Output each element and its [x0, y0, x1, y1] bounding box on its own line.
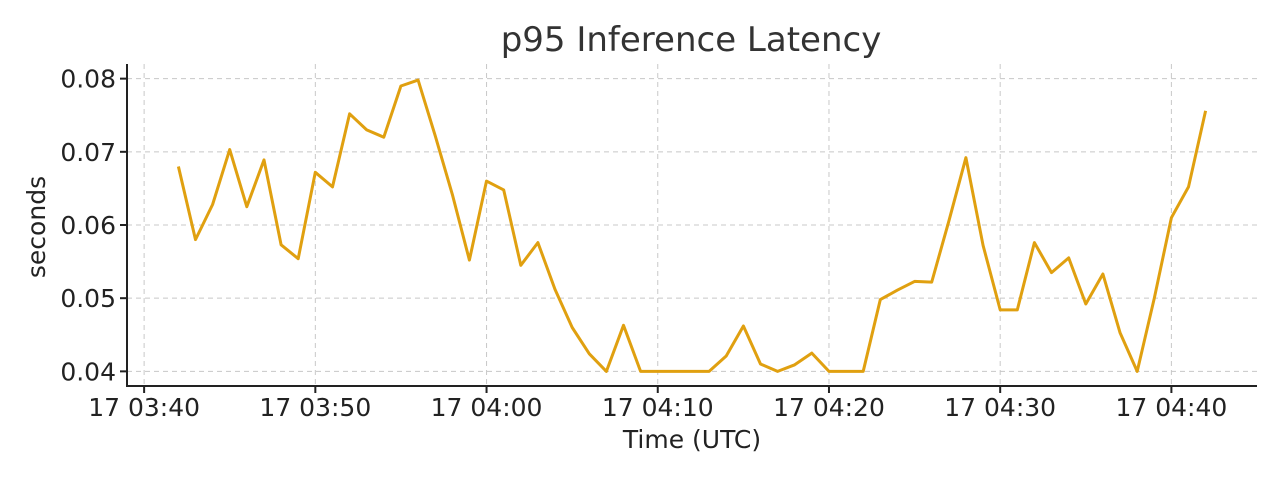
series-line [176, 78, 1208, 373]
y-tick-label: 0.05 [60, 284, 116, 313]
x-tick-label: 17 03:50 [259, 393, 371, 422]
x-tick-label: 17 04:30 [944, 393, 1056, 422]
y-tick-label: 0.04 [60, 357, 116, 386]
y-axis-label: seconds [22, 176, 51, 278]
x-tick-label: 17 03:40 [88, 393, 200, 422]
x-tick-label: 17 04:40 [1115, 393, 1227, 422]
chart-title: p95 Inference Latency [501, 20, 882, 60]
x-tick-label: 17 04:00 [431, 393, 543, 422]
y-tick-label: 0.08 [60, 65, 116, 94]
grid-lines [127, 64, 1257, 386]
x-tick-label: 17 04:10 [602, 393, 714, 422]
y-tick-label: 0.07 [60, 138, 116, 167]
y-tick-label: 0.06 [60, 211, 116, 240]
tick-marks: 17 03:40 17 03:50 17 04:00 17 04:10 17 04:20… [60, 65, 1227, 422]
x-tick-label: 17 04:20 [773, 393, 885, 422]
x-axis-label: Time (UTC) [622, 425, 761, 454]
